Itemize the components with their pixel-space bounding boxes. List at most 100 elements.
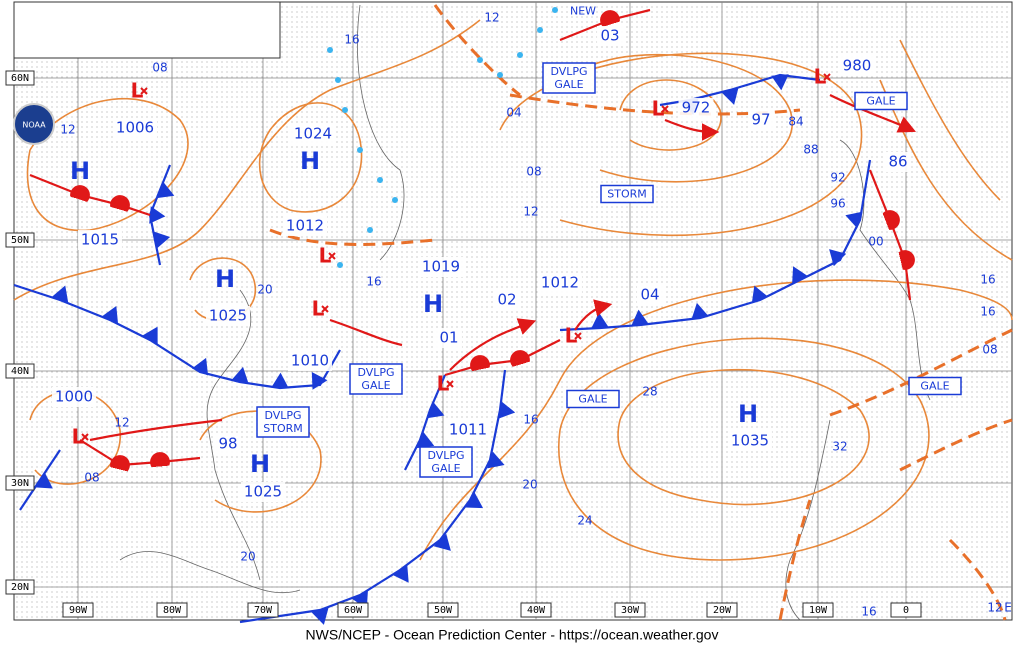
isobar-label: 16 <box>861 605 876 619</box>
lat-label-box <box>5 475 35 491</box>
lon-label-box <box>520 602 552 618</box>
lon-label-box <box>890 602 922 618</box>
logo-text: NOAA <box>22 121 46 130</box>
pressure-label-box <box>436 328 462 348</box>
pressure-label-box <box>494 290 520 310</box>
isobar-label: 96 <box>830 197 845 211</box>
isobar-label: 08 <box>982 343 997 357</box>
pressure-label-box <box>885 152 911 172</box>
low-symbol: L <box>565 324 578 348</box>
isobar-label: 16 <box>980 305 995 319</box>
lon-label-box <box>156 602 188 618</box>
pressure-label-box <box>538 273 582 293</box>
isobar-label: 32 <box>832 440 847 454</box>
high-symbol: H <box>738 400 758 428</box>
pressure-label: 1012 <box>286 217 324 235</box>
lat-label: 20N <box>11 582 29 593</box>
isobar-label: 12 <box>987 601 1002 615</box>
isobar-label: 20 <box>240 550 255 564</box>
lon-label-box <box>62 602 94 618</box>
lon-label: 40W <box>527 605 546 616</box>
low-symbol: L <box>652 97 665 121</box>
lon-label: 20W <box>713 605 732 616</box>
warning-text: NEW <box>570 5 596 18</box>
low-symbol: L <box>131 79 144 103</box>
warning-box <box>566 389 620 409</box>
warning-box <box>419 446 473 478</box>
warning-text: DVLPG <box>550 65 587 78</box>
lon-label: 70W <box>254 605 273 616</box>
lon-label-box <box>247 602 279 618</box>
low-center <box>140 87 148 95</box>
lon-label: 10W <box>809 605 828 616</box>
isobar-label: 00 <box>868 235 883 249</box>
pressure-label: 972 <box>682 99 711 117</box>
isobar-label: 12 <box>523 205 538 219</box>
isobar-label: 08 <box>152 61 167 75</box>
isobar-label: 88 <box>803 143 818 157</box>
warning-text: STORM <box>607 188 647 201</box>
pressure-label-box <box>291 124 335 144</box>
lon-label: 90W <box>69 605 88 616</box>
warning-text: GALE <box>431 462 460 475</box>
low-center <box>574 332 582 340</box>
pressure-label: 02 <box>497 291 516 309</box>
isobar-label: 92 <box>830 171 845 185</box>
pressure-label-box <box>288 351 332 371</box>
pressure-label-box <box>839 56 875 76</box>
lon-label-box <box>706 602 738 618</box>
pressure-label-box <box>283 216 327 236</box>
pressure-label-box <box>215 434 241 454</box>
lon-label-box <box>427 602 459 618</box>
warning-box <box>349 363 403 395</box>
pressure-label: 97 <box>751 111 770 129</box>
pressure-label: 1025 <box>244 483 282 501</box>
high-symbol: H <box>250 450 270 478</box>
lon-label: 0 <box>903 605 909 616</box>
pressure-label-box <box>748 110 774 130</box>
high-symbol: H <box>215 265 235 293</box>
pressure-label: 1035 <box>731 432 769 450</box>
pressure-label-box <box>678 98 714 118</box>
isobar-label: E <box>1004 601 1012 615</box>
pressure-label: 1012 <box>541 274 579 292</box>
footer: NWS/NCEP - Ocean Prediction Center - htt… <box>306 627 719 643</box>
lon-label: 60W <box>344 605 363 616</box>
lat-label: 50N <box>11 235 29 246</box>
pressure-label-box <box>52 387 96 407</box>
noaa-logo: NOAA <box>13 103 55 145</box>
pressure-label-box <box>241 482 285 502</box>
warning-text: DVLPG <box>264 409 301 422</box>
lat-label: 60N <box>11 73 29 84</box>
low-center <box>823 73 831 81</box>
isobar-label: 28 <box>642 385 657 399</box>
low-symbol: L <box>72 425 85 449</box>
pressure-label: 1006 <box>116 119 154 137</box>
warning-box <box>600 184 654 204</box>
warning-text: GALE <box>578 393 607 406</box>
warning-text: DVLPG <box>427 449 464 462</box>
pressure-label: 1000 <box>55 388 93 406</box>
lat-label-box <box>5 70 35 86</box>
isobar-label: 12 <box>60 123 75 137</box>
pressure-label-box <box>113 118 157 138</box>
lat-label-box <box>5 363 35 379</box>
isobar-label: 16 <box>980 273 995 287</box>
pressure-label: 1024 <box>294 125 332 143</box>
warning-box <box>256 406 310 438</box>
isobar-label: 24 <box>577 514 592 528</box>
pressure-label-box <box>597 26 623 46</box>
high-symbol: H <box>70 157 90 185</box>
low-center <box>661 105 669 113</box>
lat-label: 30N <box>11 478 29 489</box>
warning-text: STORM <box>263 422 303 435</box>
pressure-label-box <box>419 257 463 277</box>
warning-box <box>908 376 962 396</box>
isobar-label: 12 <box>484 11 499 25</box>
high-symbol: H <box>300 147 320 175</box>
pressure-label: 1015 <box>81 231 119 249</box>
lat-label-box <box>5 579 35 595</box>
lat-label: 40N <box>11 366 29 377</box>
warning-text: GALE <box>554 78 583 91</box>
